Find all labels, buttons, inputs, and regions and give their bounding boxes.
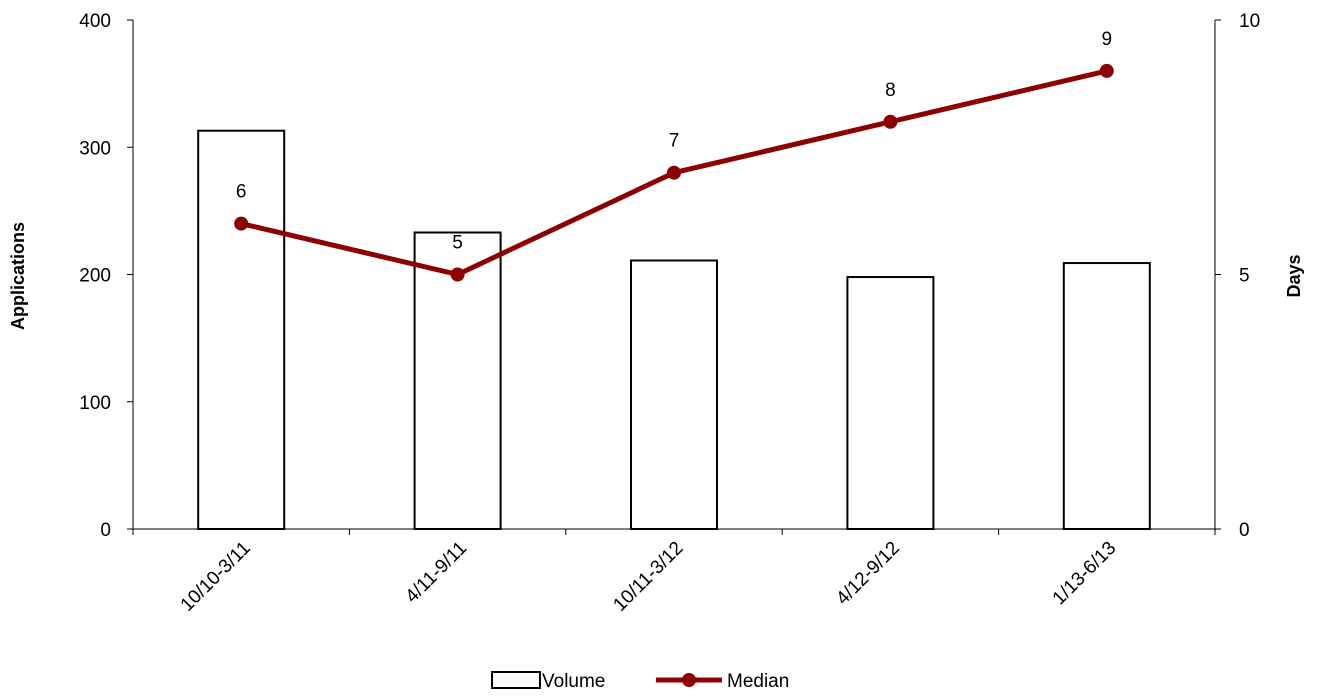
x-tick-label: 10/10-3/11 bbox=[177, 538, 255, 616]
legend-swatch-volume bbox=[491, 671, 541, 689]
bar-volume bbox=[1062, 262, 1151, 530]
x-tick-label: 4/12-9/12 bbox=[832, 538, 904, 610]
median-data-label: 7 bbox=[669, 131, 680, 152]
bar-volume bbox=[846, 276, 935, 531]
x-tick-label: 10/11-3/12 bbox=[609, 538, 687, 616]
y-tick-label-right: 5 bbox=[1239, 266, 1250, 287]
x-tick-label: 1/13-6/13 bbox=[1049, 538, 1121, 610]
x-tick-label: 4/11-9/11 bbox=[402, 538, 472, 608]
median-point bbox=[883, 114, 898, 129]
y-tick-label-left: 100 bbox=[79, 393, 111, 414]
median-point bbox=[667, 165, 681, 180]
median-data-label: 5 bbox=[452, 233, 463, 254]
y-tick-label-left: 200 bbox=[79, 266, 111, 287]
volume-bars bbox=[197, 129, 1151, 531]
y-tick-label-right: 0 bbox=[1239, 520, 1250, 541]
data-labels: 6 5 7 8 9 bbox=[236, 29, 1112, 254]
median-point bbox=[234, 216, 249, 231]
bar-volume bbox=[197, 129, 286, 531]
y-tick-label-left: 400 bbox=[79, 11, 111, 32]
median-data-label: 8 bbox=[885, 80, 896, 101]
legend-swatch-median-marker bbox=[682, 673, 696, 687]
legend-label-median: Median bbox=[727, 671, 789, 692]
bar-volume bbox=[413, 231, 502, 530]
median-point bbox=[450, 267, 465, 282]
y-axis-title-left: Applications bbox=[8, 222, 28, 330]
y-tick-label-left: 300 bbox=[79, 138, 111, 159]
median-line-series bbox=[234, 63, 1114, 282]
median-data-label: 9 bbox=[1102, 29, 1113, 50]
y-axis-title-right: Days bbox=[1284, 254, 1304, 297]
y-tick-label-left: 0 bbox=[100, 520, 111, 541]
median-point bbox=[1099, 63, 1114, 78]
y-tick-label-right: 10 bbox=[1239, 11, 1260, 32]
bar-volume bbox=[630, 259, 718, 530]
legend: Volume Median bbox=[491, 671, 789, 692]
legend-label-volume: Volume bbox=[542, 671, 605, 692]
median-data-label: 6 bbox=[236, 182, 247, 203]
